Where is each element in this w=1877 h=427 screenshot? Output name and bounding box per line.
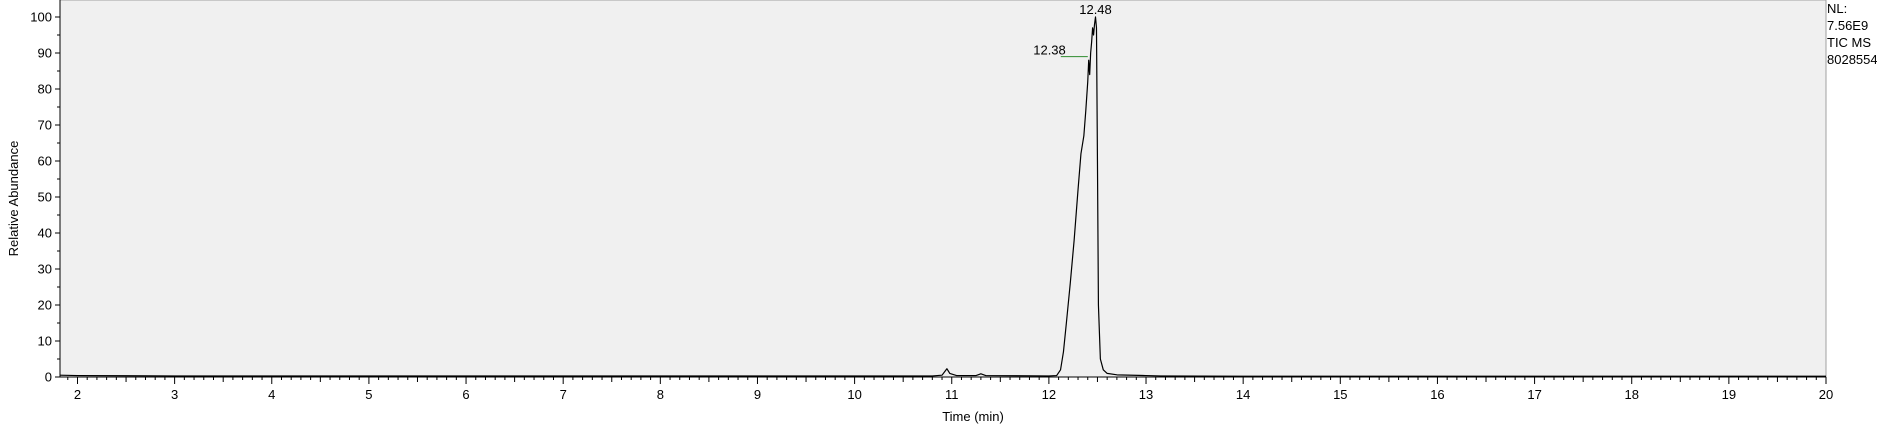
normalization-label: NL: bbox=[1827, 1, 1848, 16]
x-tick-label: 18 bbox=[1624, 387, 1638, 402]
y-tick-label: 50 bbox=[38, 190, 52, 205]
x-tick-label: 4 bbox=[268, 387, 275, 402]
traces bbox=[59, 16, 1826, 377]
x-axis: 2 3 4 5 6 7 8 9 10 11 12 13 14 15 16 17 18 19 20 bbox=[60, 376, 1833, 402]
x-tick-label: 20 bbox=[1819, 387, 1833, 402]
x-tick-label: 5 bbox=[365, 387, 372, 402]
y-axis-title: Relative Abundance bbox=[6, 141, 21, 257]
peak-label: 12.38 bbox=[1033, 43, 1066, 58]
y-tick-label: 0 bbox=[45, 370, 52, 385]
scan-info-panel: NL: 7.56E9 TIC MS 8028554 bbox=[1827, 0, 1877, 68]
x-tick-label: 2 bbox=[74, 387, 81, 402]
x-tick-label: 8 bbox=[657, 387, 664, 402]
y-tick-label: 100 bbox=[30, 10, 52, 25]
y-tick-label: 80 bbox=[38, 82, 52, 97]
x-tick-label: 3 bbox=[171, 387, 178, 402]
x-tick-label: 7 bbox=[560, 387, 567, 402]
y-tick-label: 10 bbox=[38, 334, 52, 349]
tic-trace bbox=[59, 16, 1826, 377]
x-tick-label: 11 bbox=[945, 387, 959, 402]
y-tick-label: 20 bbox=[38, 298, 52, 313]
x-tick-label: 14 bbox=[1236, 387, 1250, 402]
scan-filter-label: TIC MS bbox=[1827, 35, 1872, 50]
normalization-value: 7.56E9 bbox=[1827, 18, 1869, 33]
x-tick-label: 19 bbox=[1722, 387, 1736, 402]
x-tick-label: 9 bbox=[754, 387, 761, 402]
y-tick-label: 30 bbox=[38, 262, 52, 277]
x-tick-label: 15 bbox=[1333, 387, 1347, 402]
x-tick-label: 10 bbox=[847, 387, 861, 402]
y-tick-label: 60 bbox=[38, 154, 52, 169]
y-axis: 0 10 20 30 40 50 60 70 80 90 100 bbox=[30, 0, 61, 385]
x-axis-title: Time (min) bbox=[942, 409, 1004, 424]
y-tick-label: 90 bbox=[38, 46, 52, 61]
x-tick-label: 6 bbox=[462, 387, 469, 402]
x-tick-label: 16 bbox=[1430, 387, 1444, 402]
x-tick-label: 13 bbox=[1139, 387, 1153, 402]
x-tick-label: 12 bbox=[1042, 387, 1056, 402]
plot-area bbox=[59, 0, 1827, 378]
y-tick-label: 40 bbox=[38, 226, 52, 241]
file-id-label: 8028554 bbox=[1827, 52, 1877, 67]
peak-annotations: 12.48 12.38 bbox=[1033, 2, 1112, 58]
peak-label: 12.48 bbox=[1079, 2, 1112, 17]
y-tick-label: 70 bbox=[38, 118, 52, 133]
x-tick-label: 17 bbox=[1527, 387, 1541, 402]
